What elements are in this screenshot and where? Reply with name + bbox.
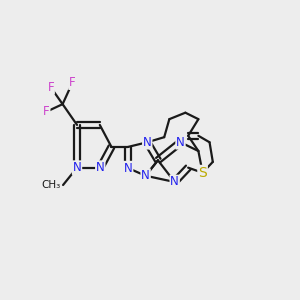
Text: N: N: [73, 161, 81, 174]
Text: S: S: [198, 166, 207, 180]
Text: N: N: [176, 136, 185, 149]
Text: N: N: [124, 162, 133, 175]
Text: CH₃: CH₃: [41, 180, 61, 190]
Text: F: F: [47, 81, 54, 94]
Text: N: N: [170, 176, 179, 188]
Text: N: N: [96, 161, 105, 174]
Text: F: F: [69, 76, 76, 89]
Text: N: N: [143, 136, 152, 149]
Text: N: N: [141, 169, 150, 182]
Text: F: F: [43, 105, 50, 118]
